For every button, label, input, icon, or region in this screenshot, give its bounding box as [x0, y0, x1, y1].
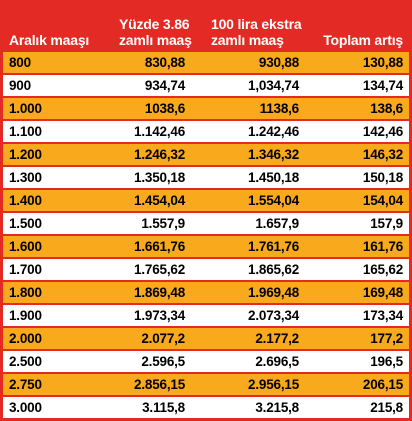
- table-cell: 1.761,76: [191, 234, 305, 258]
- table-row: 1.400 1.454,04 1.554,04 154,04: [3, 188, 409, 212]
- header-line: zamlı maaş: [211, 32, 284, 48]
- table-cell: 130,88: [305, 50, 409, 74]
- table-cell: 1.973,34: [105, 303, 191, 327]
- table-row: 3.000 3.115,8 3.215,8 215,8: [3, 395, 409, 418]
- table-cell: 1.869,48: [105, 280, 191, 304]
- table-cell: 934,74: [105, 73, 191, 97]
- header-cell: Aralık maaşı: [3, 0, 105, 51]
- table-cell: 1,034,74: [191, 73, 305, 97]
- table-row: 2.500 2.596,5 2.696,5 196,5: [3, 349, 409, 373]
- table-cell: 800: [3, 50, 105, 74]
- table-cell: 1.557,9: [105, 211, 191, 235]
- table-cell: 196,5: [305, 349, 409, 373]
- table-cell: 169,48: [305, 280, 409, 304]
- table-cell: 2.073,34: [191, 303, 305, 327]
- header-line: Yüzde 3.86: [119, 16, 190, 32]
- table-cell: 1.100: [3, 119, 105, 143]
- header-row: Aralık maaşı Yüzde 3.86 zamlı maaş 100 lira…: [3, 0, 409, 51]
- table-cell: 1.765,62: [105, 257, 191, 281]
- table-cell: 138,6: [305, 96, 409, 120]
- table-row: 1.300 1.350,18 1.450,18 150,18: [3, 165, 409, 189]
- table-cell: 3.000: [3, 395, 105, 418]
- table-cell: 150,18: [305, 165, 409, 189]
- header-line: zamlı maaş: [119, 32, 192, 48]
- table-cell: 2.956,15: [191, 372, 305, 396]
- table-header: Aralık maaşı Yüzde 3.86 zamlı maaş 100 lira…: [3, 0, 409, 51]
- table-cell: 1.242,46: [191, 119, 305, 143]
- table-cell: 165,62: [305, 257, 409, 281]
- table-cell: 830,88: [105, 50, 191, 74]
- table-row: 2.750 2.856,15 2.956,15 206,15: [3, 372, 409, 396]
- table-cell: 2.000: [3, 326, 105, 350]
- table-row: 900 934,74 1,034,74 134,74: [3, 73, 409, 97]
- table-body: 800 830,88 930,88 130,88 900 934,74 1,034,74 13…: [3, 50, 409, 418]
- table-cell: 3.215,8: [191, 395, 305, 418]
- table-cell: 146,32: [305, 142, 409, 166]
- table-cell: 215,8: [305, 395, 409, 418]
- table-row: 1.800 1.869,48 1.969,48 169,48: [3, 280, 409, 304]
- table-cell: 161,76: [305, 234, 409, 258]
- table-row: 800 830,88 930,88 130,88: [3, 50, 409, 74]
- header-cell: Toplam artış: [305, 0, 409, 51]
- table-row: 1.600 1.661,76 1.761,76 161,76: [3, 234, 409, 258]
- table-cell: 1.865,62: [191, 257, 305, 281]
- header-line: Toplam artış: [323, 32, 403, 48]
- table-cell: 2.750: [3, 372, 105, 396]
- table-cell: 930,88: [191, 50, 305, 74]
- table-cell: 142,46: [305, 119, 409, 143]
- table-cell: 157,9: [305, 211, 409, 235]
- table-cell: 1138,6: [191, 96, 305, 120]
- table-cell: 1.454,04: [105, 188, 191, 212]
- table-cell: 1.142,46: [105, 119, 191, 143]
- table-row: 1.100 1.142,46 1.242,46 142,46: [3, 119, 409, 143]
- table-wrap: Aralık maaşı Yüzde 3.86 zamlı maaş 100 lira…: [3, 0, 409, 418]
- table-cell: 206,15: [305, 372, 409, 396]
- table-cell: 1.400: [3, 188, 105, 212]
- table-cell: 1.600: [3, 234, 105, 258]
- table-cell: 2.177,2: [191, 326, 305, 350]
- table-cell: 1.900: [3, 303, 105, 327]
- table-cell: 1038,6: [105, 96, 191, 120]
- table-cell: 1.200: [3, 142, 105, 166]
- table-cell: 1.450,18: [191, 165, 305, 189]
- header-line: Aralık maaşı: [9, 32, 90, 48]
- table-cell: 1.300: [3, 165, 105, 189]
- table-cell: 1.346,32: [191, 142, 305, 166]
- table-cell: 1.554,04: [191, 188, 305, 212]
- table-cell: 2.856,15: [105, 372, 191, 396]
- salary-table: Aralık maaşı Yüzde 3.86 zamlı maaş 100 lira…: [3, 0, 409, 418]
- table-cell: 134,74: [305, 73, 409, 97]
- table-row: 1.500 1.557,9 1.657,9 157,9: [3, 211, 409, 235]
- table-cell: 1.661,76: [105, 234, 191, 258]
- table-cell: 2.077,2: [105, 326, 191, 350]
- table-cell: 1.000: [3, 96, 105, 120]
- table-cell: 177,2: [305, 326, 409, 350]
- table-cell: 3.115,8: [105, 395, 191, 418]
- table-cell: 900: [3, 73, 105, 97]
- table-cell: 1.350,18: [105, 165, 191, 189]
- table-cell: 1.700: [3, 257, 105, 281]
- table-row: 1.000 1038,6 1138,6 138,6: [3, 96, 409, 120]
- table-cell: 1.246,32: [105, 142, 191, 166]
- table-row: 1.200 1.246,32 1.346,32 146,32: [3, 142, 409, 166]
- table-cell: 1.969,48: [191, 280, 305, 304]
- table-cell: 154,04: [305, 188, 409, 212]
- table-row: 2.000 2.077,2 2.177,2 177,2: [3, 326, 409, 350]
- header-cell: Yüzde 3.86 zamlı maaş: [105, 0, 192, 51]
- table-cell: 2.696,5: [191, 349, 305, 373]
- table-cell: 1.657,9: [191, 211, 305, 235]
- table-cell: 173,34: [305, 303, 409, 327]
- table-cell: 1.500: [3, 211, 105, 235]
- table-cell: 2.500: [3, 349, 105, 373]
- table-cell: 1.800: [3, 280, 105, 304]
- table-cell: 2.596,5: [105, 349, 191, 373]
- table-row: 1.900 1.973,34 2.073,34 173,34: [3, 303, 409, 327]
- table-row: 1.700 1.765,62 1.865,62 165,62: [3, 257, 409, 281]
- header-cell: 100 lira ekstra zamlı maaş: [191, 0, 305, 51]
- header-line: 100 lira ekstra: [211, 16, 302, 32]
